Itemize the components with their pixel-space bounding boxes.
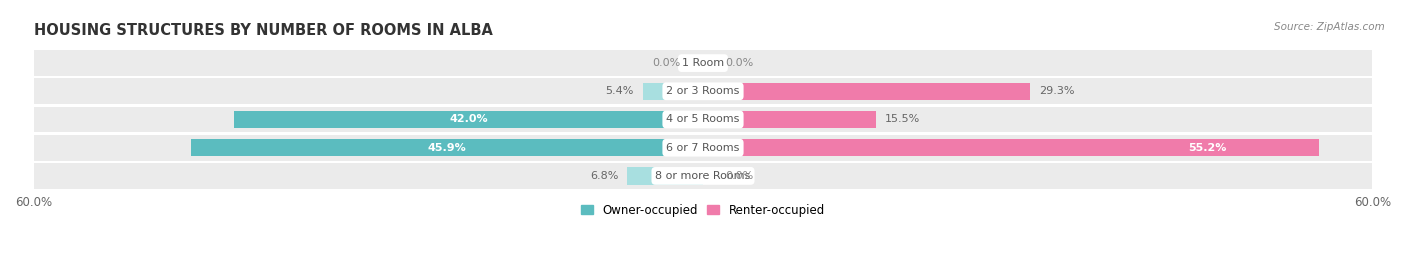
Text: 15.5%: 15.5% — [884, 115, 920, 125]
Bar — [627, 167, 703, 185]
Text: 5.4%: 5.4% — [606, 86, 634, 96]
Bar — [34, 135, 1372, 161]
Text: 55.2%: 55.2% — [1188, 143, 1226, 153]
Text: 2 or 3 Rooms: 2 or 3 Rooms — [666, 86, 740, 96]
Text: 0.0%: 0.0% — [725, 171, 754, 181]
Text: 0.0%: 0.0% — [725, 58, 754, 68]
Text: 42.0%: 42.0% — [450, 115, 488, 125]
Bar — [703, 139, 1319, 157]
Text: 1 Room: 1 Room — [682, 58, 724, 68]
Bar — [34, 78, 1372, 104]
Bar — [34, 107, 1372, 132]
Text: 4 or 5 Rooms: 4 or 5 Rooms — [666, 115, 740, 125]
Text: 8 or more Rooms: 8 or more Rooms — [655, 171, 751, 181]
Bar — [643, 83, 703, 100]
Bar — [191, 139, 703, 157]
Legend: Owner-occupied, Renter-occupied: Owner-occupied, Renter-occupied — [579, 201, 827, 219]
Bar — [703, 83, 1031, 100]
Bar — [235, 111, 703, 128]
Text: 29.3%: 29.3% — [1039, 86, 1074, 96]
Text: 45.9%: 45.9% — [427, 143, 467, 153]
Bar — [34, 163, 1372, 189]
Bar — [703, 111, 876, 128]
Text: 0.0%: 0.0% — [652, 58, 681, 68]
Text: HOUSING STRUCTURES BY NUMBER OF ROOMS IN ALBA: HOUSING STRUCTURES BY NUMBER OF ROOMS IN… — [34, 23, 492, 38]
Text: 6 or 7 Rooms: 6 or 7 Rooms — [666, 143, 740, 153]
Text: Source: ZipAtlas.com: Source: ZipAtlas.com — [1274, 22, 1385, 31]
Text: 6.8%: 6.8% — [591, 171, 619, 181]
Bar — [34, 50, 1372, 76]
